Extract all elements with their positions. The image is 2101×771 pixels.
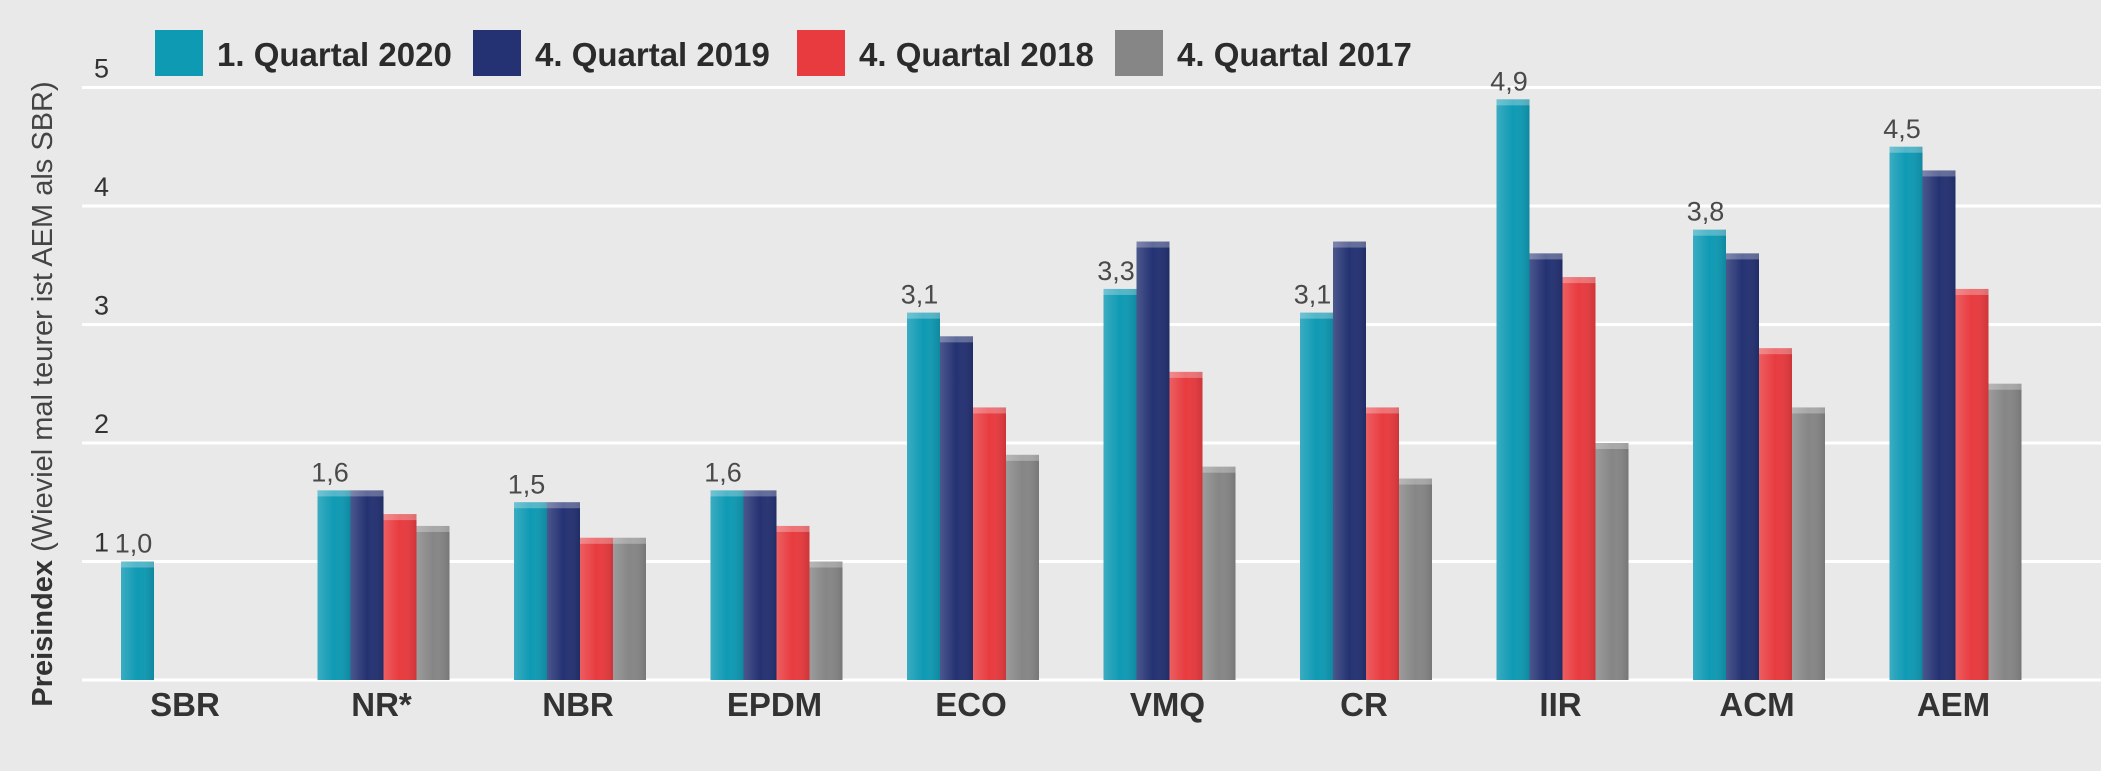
bar <box>383 514 417 680</box>
bar <box>1726 253 1759 680</box>
data-label: 1,0 <box>115 529 153 559</box>
bars <box>121 99 2022 681</box>
category-label: EPDM <box>727 686 822 723</box>
legend-label: 4. Quartal 2019 <box>535 36 770 73</box>
category-label: NR* <box>351 686 412 723</box>
data-label: 1,6 <box>704 457 742 487</box>
bar <box>514 502 547 680</box>
legend-item: 4. Quartal 2018 <box>797 30 1094 76</box>
bar <box>776 525 810 680</box>
category-label: NBR <box>542 686 614 723</box>
bar <box>907 312 940 680</box>
data-label: 3,3 <box>1097 256 1135 286</box>
bar <box>1693 229 1726 680</box>
bar <box>317 490 351 680</box>
data-label: 3,1 <box>1294 280 1332 310</box>
y-axis-label: Preisindex (Wieviel mal teurer ist AEM a… <box>27 81 59 706</box>
data-labels: 1,0 1,6 1,5 1,6 3,1 3,3 3,1 4,9 3,8 4,5 <box>115 66 1921 558</box>
bar <box>1103 288 1137 680</box>
legend-item: 1. Quartal 2020 <box>155 30 452 76</box>
bar <box>1202 466 1236 680</box>
bar <box>1136 241 1170 681</box>
legend-item: 4. Quartal 2019 <box>473 30 770 76</box>
bar <box>416 525 450 680</box>
legend: 1. Quartal 2020 4. Quartal 2019 4. Quartal… <box>155 30 1412 76</box>
data-label: 4,5 <box>1883 114 1921 144</box>
data-label: 3,8 <box>1687 197 1725 227</box>
bar <box>1889 146 1923 680</box>
y-tick-label: 3 <box>94 291 109 321</box>
legend-item: 4. Quartal 2017 <box>1115 30 1412 76</box>
y-tick-label: 4 <box>94 172 109 202</box>
bar <box>1300 312 1333 680</box>
bar <box>350 490 384 680</box>
bar <box>613 537 646 680</box>
bar <box>1955 288 1989 680</box>
y-axis: 1 2 3 4 5 <box>94 54 109 558</box>
category-label: SBR <box>150 686 220 723</box>
data-label: 4,9 <box>1490 66 1528 96</box>
bar <box>1595 443 1629 680</box>
legend-swatch <box>1115 30 1163 76</box>
legend-swatch <box>155 30 203 76</box>
category-label: ACM <box>1719 686 1794 723</box>
bar <box>1759 348 1792 680</box>
bar <box>1792 407 1825 680</box>
legend-swatch <box>473 30 521 76</box>
legend-label: 4. Quartal 2017 <box>1177 36 1412 73</box>
legend-label: 4. Quartal 2018 <box>859 36 1094 73</box>
bar <box>580 537 613 680</box>
category-label: VMQ <box>1130 686 1205 723</box>
category-label: AEM <box>1917 686 1990 723</box>
bar <box>1529 253 1563 680</box>
y-tick-label: 5 <box>94 54 109 84</box>
bar <box>121 561 154 680</box>
bar <box>1169 371 1203 680</box>
legend-swatch <box>797 30 845 76</box>
bar <box>973 407 1006 680</box>
category-label: CR <box>1340 686 1388 723</box>
y-tick-label: 1 <box>94 528 109 558</box>
y-tick-label: 2 <box>94 409 109 439</box>
bar <box>743 490 777 680</box>
bar <box>1366 407 1399 680</box>
data-label: 3,1 <box>901 280 939 310</box>
category-label: ECO <box>935 686 1007 723</box>
category-label: IIR <box>1539 686 1581 723</box>
bar <box>710 490 744 680</box>
bar <box>809 561 843 680</box>
bar <box>1399 478 1432 680</box>
bar <box>1988 383 2022 680</box>
bar <box>1496 99 1530 681</box>
legend-label: 1. Quartal 2020 <box>217 36 452 73</box>
data-label: 1,6 <box>311 457 349 487</box>
data-label: 1,5 <box>508 469 546 499</box>
bar <box>1562 277 1596 680</box>
bar <box>1922 170 1956 680</box>
bar <box>1006 454 1039 680</box>
bar <box>940 336 973 680</box>
x-axis-categories: SBR NR* NBR EPDM ECO VMQ CR IIR ACM AEM <box>150 686 1990 723</box>
bar <box>547 502 580 680</box>
bar <box>1333 241 1366 681</box>
